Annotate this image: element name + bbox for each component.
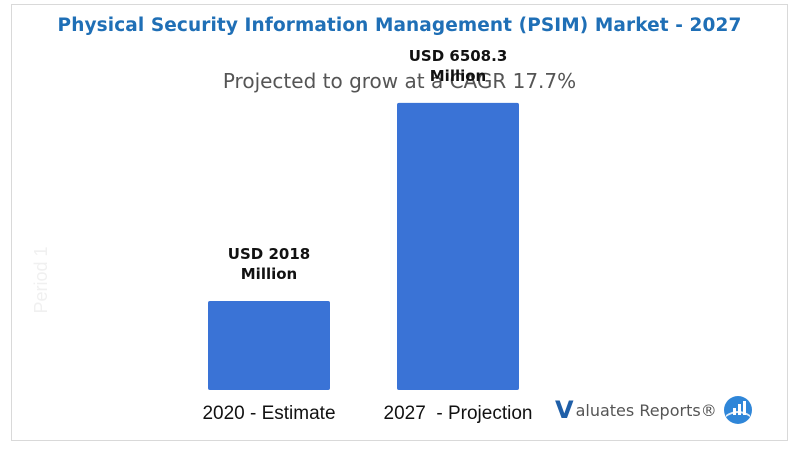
logo-text: aluates Reports® [575, 400, 717, 420]
bar-1-data-label-line-2: Million [241, 265, 297, 283]
category-label-1: 2020 - Estimate [202, 403, 335, 424]
chart-subtitle: Projected to grow at a CAGR 17.7% [222, 69, 577, 93]
category-label-2: 2027 - Projection [384, 403, 533, 424]
bar-2 [397, 102, 519, 391]
bar-2-data-label-line-1: USD 6508.3 [409, 47, 508, 65]
bar-1-data-label-line-1: USD 2018 [228, 245, 310, 263]
chart-globe-icon [723, 396, 752, 424]
logo-v-letter: V [555, 396, 574, 424]
bar-2-data-label-line-2: Million [430, 67, 486, 85]
chart-title: Physical Security Information Management… [57, 15, 742, 36]
bar-1 [208, 300, 330, 390]
y-axis-label: Period 1 [31, 246, 51, 313]
valuates-reports-logo: V aluates Reports® [555, 393, 753, 427]
